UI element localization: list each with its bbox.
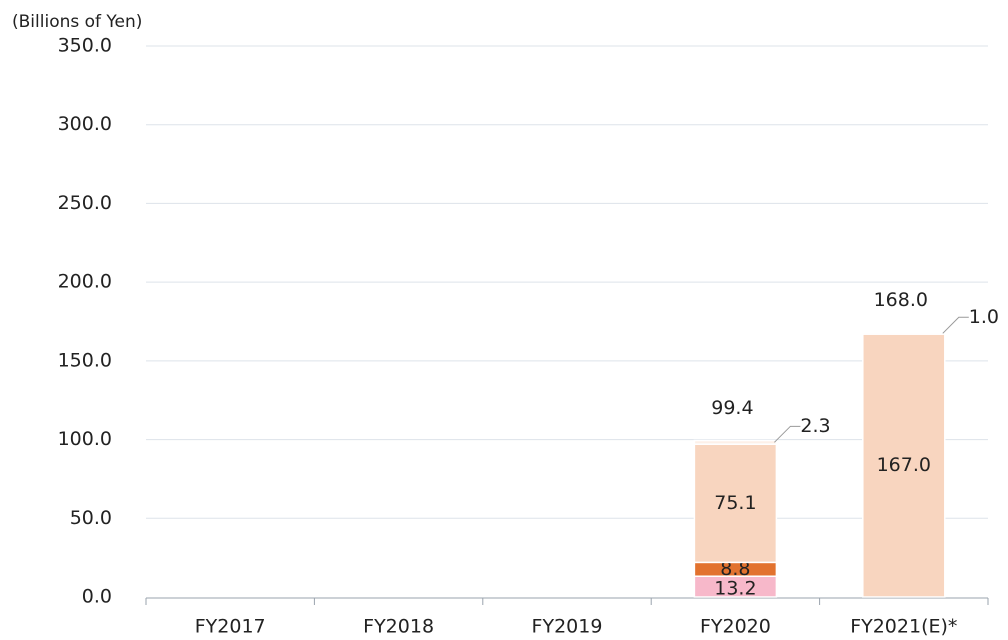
total-label: 168.0 — [874, 289, 928, 311]
y-tick-label: 100.0 — [58, 428, 112, 450]
leader-line — [774, 425, 801, 443]
bar-segment — [862, 331, 946, 335]
x-tick-label: FY2017 — [195, 616, 266, 638]
x-tick-label: FY2020 — [700, 616, 771, 638]
x-tick-label: FY2018 — [363, 616, 434, 638]
y-tick-label: 250.0 — [58, 192, 112, 214]
y-tick-label: 150.0 — [58, 349, 112, 371]
x-tick-label: FY2021(E)* — [850, 616, 957, 638]
value-label: 13.2 — [714, 578, 756, 600]
y-axis-unit: (Billions of Yen) — [12, 12, 142, 32]
total-label: 99.4 — [711, 397, 753, 419]
value-label: 1.0 — [969, 306, 999, 328]
y-tick-label: 300.0 — [58, 113, 112, 135]
value-label: 167.0 — [877, 454, 931, 476]
value-label: 8.8 — [720, 558, 750, 580]
y-tick-label: 350.0 — [58, 35, 112, 57]
value-label: 2.3 — [800, 415, 830, 437]
bar-segment — [693, 439, 778, 445]
leader-line — [942, 316, 969, 334]
y-tick-label: 50.0 — [70, 507, 112, 529]
y-tick-label: 0.0 — [82, 586, 112, 608]
bar-segment — [862, 333, 946, 598]
value-label: 75.1 — [714, 492, 756, 514]
x-tick-label: FY2019 — [532, 616, 603, 638]
bar-segment — [693, 443, 778, 564]
y-tick-label: 200.0 — [58, 271, 112, 293]
